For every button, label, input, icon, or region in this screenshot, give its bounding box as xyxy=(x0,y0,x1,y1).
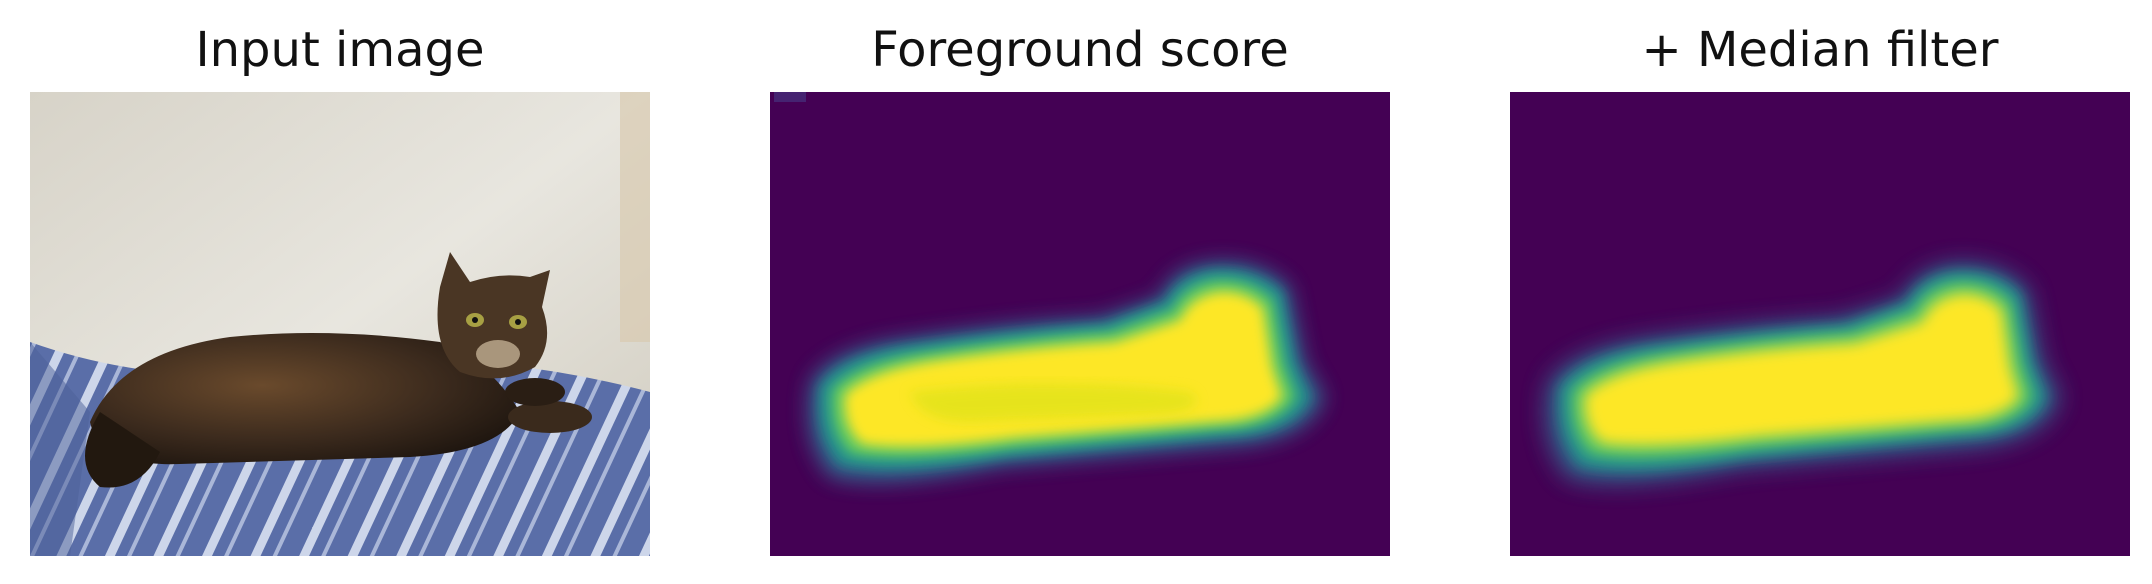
panel-title: Foreground score xyxy=(871,22,1289,78)
panel-median-filter: + Median filter xyxy=(1510,0,2130,584)
panel-foreground-score: Foreground score xyxy=(770,0,1390,584)
panel-title: Input image xyxy=(195,22,485,78)
panel-title: + Median filter xyxy=(1641,22,1999,78)
median-filtered-heatmap xyxy=(1510,92,2130,556)
panel-input-image: Input image xyxy=(30,0,650,584)
input-photo xyxy=(30,92,650,556)
foreground-score-heatmap xyxy=(770,92,1390,556)
